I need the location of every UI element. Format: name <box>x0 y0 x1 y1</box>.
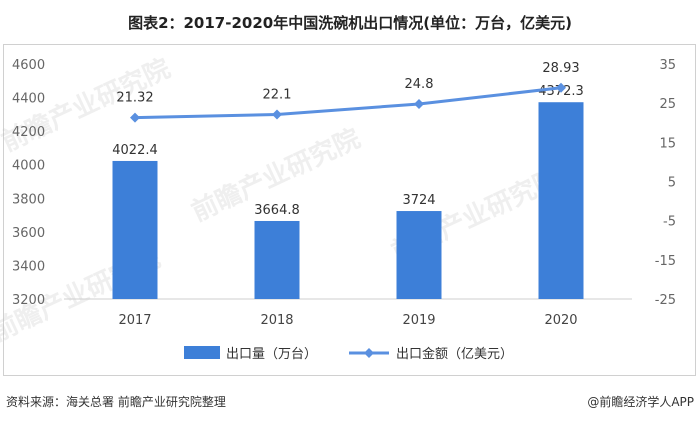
y-right-tick-label: 35 <box>659 58 676 73</box>
brand-credit: @前瞻经济学人APP <box>587 395 694 409</box>
bar-data-label: 3724 <box>402 193 435 208</box>
y-right-tick-label: -15 <box>655 254 676 269</box>
chart-frame: 前瞻产业研究院 前瞻产业研究院 前瞻产业研究院 前瞻产业研究院 3200 3400… <box>0 44 696 376</box>
y-right-tick-label: 15 <box>659 136 676 151</box>
y-right-tick-label: 25 <box>659 97 676 112</box>
chart-svg: 3200 3400 3600 3800 4000 4200 4400 4600 -25 -15 -5… <box>12 58 676 362</box>
x-tick-label: 2020 <box>544 313 577 328</box>
y-left-tick-label: 3600 <box>12 226 45 241</box>
y-left-tick-label: 3800 <box>12 192 45 207</box>
y-left-tick-label: 4600 <box>12 58 45 73</box>
line-point-marker <box>130 112 140 123</box>
y-left-tick-label: 4200 <box>12 125 45 140</box>
x-tick-label: 2017 <box>118 313 151 328</box>
chart-title: 图表2：2017-2020年中国洗碗机出口情况(单位：万台，亿美元) <box>128 14 572 32</box>
bar <box>112 160 158 299</box>
source-note: 资料来源：海关总署 前瞻产业研究院整理 <box>6 395 226 409</box>
legend-label-line: 出口金额（亿美元） <box>396 346 513 362</box>
bar-data-label: 3664.8 <box>254 203 300 218</box>
bar-data-label: 4022.4 <box>112 143 158 158</box>
x-tick-label: 2018 <box>260 313 293 328</box>
y-right-tick-label: -5 <box>663 215 676 230</box>
line-point-marker <box>272 109 282 120</box>
y-left-tick-label: 3400 <box>12 259 45 274</box>
legend-label-bar: 出口量（万台） <box>226 347 317 362</box>
legend-swatch-bar <box>184 346 220 359</box>
y-left-tick-label: 4000 <box>12 159 45 174</box>
line-data-label: 22.1 <box>263 88 292 103</box>
bar <box>538 102 584 299</box>
y-left-tick-label: 3200 <box>12 293 45 308</box>
line-data-label: 21.32 <box>116 91 153 106</box>
series-line <box>134 86 562 120</box>
x-tick-label: 2019 <box>402 313 435 328</box>
bar <box>254 220 300 299</box>
line-data-label: 28.93 <box>542 61 579 76</box>
y-left-tick-label: 4400 <box>12 92 45 107</box>
line-point-marker <box>556 82 566 93</box>
y-right-tick-label: 5 <box>668 176 676 191</box>
bar <box>396 211 442 299</box>
y-right-tick-label: -25 <box>655 293 676 308</box>
line-data-label: 24.8 <box>405 77 434 92</box>
legend-marker-line <box>364 348 374 358</box>
line-point-marker <box>414 98 424 109</box>
